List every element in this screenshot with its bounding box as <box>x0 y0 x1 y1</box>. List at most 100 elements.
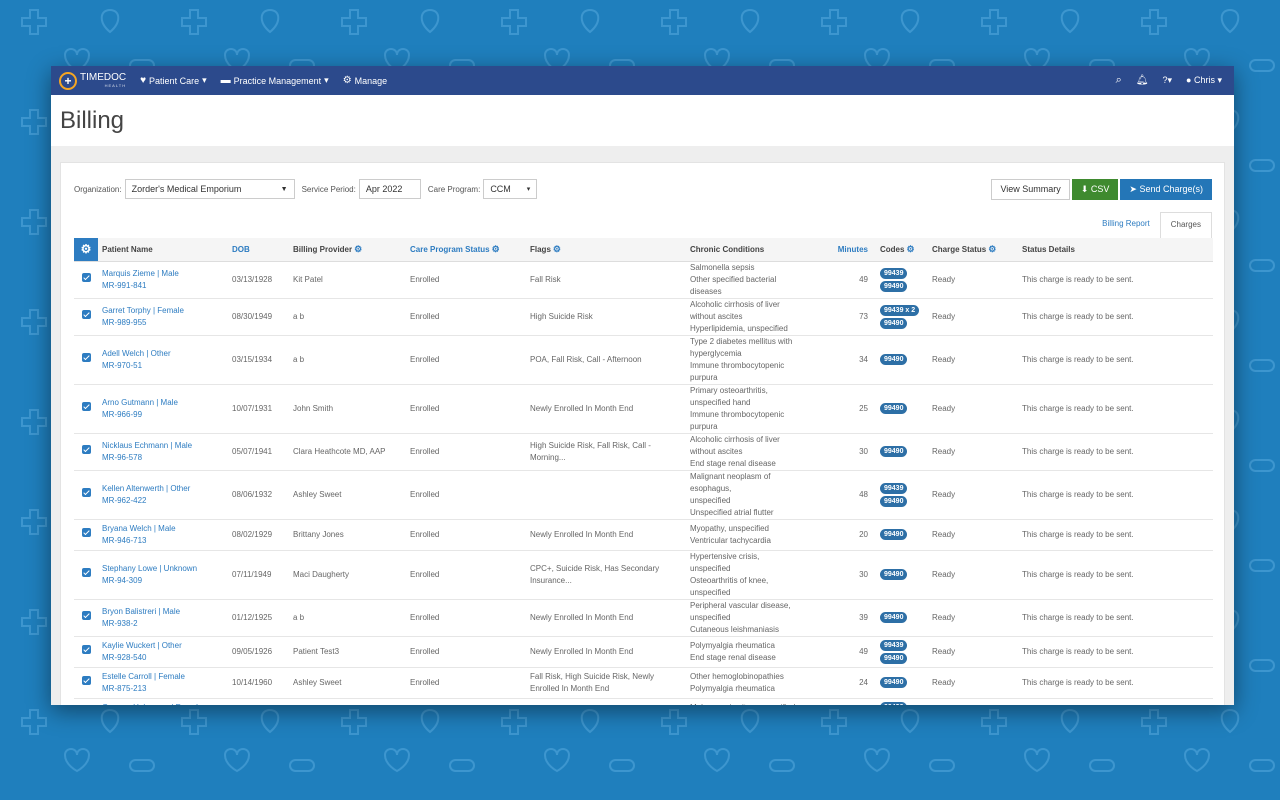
gear-icon[interactable]: ⚙ <box>354 243 363 254</box>
chevron-down-icon: ▾ <box>324 75 329 85</box>
charge-status-cell: Ready <box>928 636 1018 668</box>
csv-button[interactable]: ⬇ CSV <box>1071 178 1119 200</box>
patient-name-link[interactable]: Kellen Altenwerth | Other <box>102 483 191 493</box>
search-icon[interactable]: ⌕ <box>1115 74 1122 86</box>
patient-name-link[interactable]: Marquis Zieme | Male <box>102 268 179 278</box>
col-status-details[interactable]: Status Details <box>1018 238 1213 262</box>
bell-icon[interactable]: 🔔︎ <box>1135 75 1149 86</box>
condition-item: Myopathy, unspecified <box>690 523 770 533</box>
patient-name-link[interactable]: Estelle Carroll | Female <box>102 671 185 681</box>
chronic-conditions-cell: Myopathy, unspecified Ventricular tachyca… <box>686 519 806 551</box>
mr-number[interactable]: MR-989-955 <box>102 317 147 327</box>
nav-practice-management[interactable]: ▬ Practice Management ▾ <box>221 75 329 86</box>
tab-charges[interactable]: Charges <box>1159 212 1212 239</box>
view-summary-label: View Summary <box>1000 184 1061 194</box>
organization-select[interactable]: Zorder's Medical Emporium ▼ <box>124 179 295 199</box>
table-row[interactable]: Adell Welch | Other MR-970-51 03/15/1934 a … <box>74 335 1213 385</box>
mr-number[interactable]: MR-96-578 <box>102 452 143 462</box>
patient-name-link[interactable]: Nicklaus Echmann | Male <box>102 440 193 450</box>
table-row[interactable]: Stephany Lowe | Unknown MR-94-309 07/11/19… <box>74 550 1213 600</box>
gear-icon[interactable]: ⚙ <box>906 243 915 254</box>
mr-number[interactable]: MR-966-99 <box>102 409 143 419</box>
table-row[interactable]: Estelle Carroll | Female MR-875-213 10/14/… <box>74 667 1213 699</box>
col-chronic-conditions[interactable]: Chronic Conditions <box>686 238 806 262</box>
dob-cell: 09/05/1926 <box>228 636 289 668</box>
view-summary-button[interactable]: View Summary <box>991 178 1070 200</box>
charge-status-cell: Ready <box>928 519 1018 551</box>
table-row[interactable]: Marquis Zieme | Male MR-991-841 03/13/1928… <box>74 261 1213 299</box>
patient-name-link[interactable]: Gregory Halvorson | Female <box>102 702 224 706</box>
table-body: Marquis Zieme | Male MR-991-841 03/13/1928… <box>74 261 1213 705</box>
column-settings-button[interactable]: ⚙ <box>74 238 98 262</box>
row-checkbox[interactable] <box>82 645 91 654</box>
codes-cell: 99490 <box>876 433 928 471</box>
col-flags[interactable]: Flags ⚙ <box>526 238 686 262</box>
logo[interactable]: + TIMEDOC HEALTH <box>59 71 126 90</box>
table-row[interactable]: Bryon Balistreri | Male MR-938-2 01/12/192… <box>74 599 1213 637</box>
table-row[interactable]: Arno Gutmann | Male MR-966-99 10/07/1931 Jo… <box>74 384 1213 434</box>
help-icon[interactable]: ?▾ <box>1162 75 1172 85</box>
mr-number[interactable]: MR-94-309 <box>102 575 143 585</box>
mr-number[interactable]: MR-938-2 <box>102 618 138 628</box>
gear-icon[interactable]: ⚙ <box>552 243 561 254</box>
table-row[interactable]: Kaylie Wuckert | Other MR-928-540 09/05/19… <box>74 636 1213 668</box>
row-checkbox[interactable] <box>82 353 91 362</box>
table-row[interactable]: Kellen Altenwerth | Other MR-962-422 08/06… <box>74 470 1213 520</box>
user-menu[interactable]: ● Chris ▾ <box>1186 75 1222 86</box>
mr-number[interactable]: MR-875-213 <box>102 683 147 693</box>
gear-icon[interactable]: ⚙ <box>491 243 500 254</box>
row-checkbox[interactable] <box>82 402 91 411</box>
col-dob[interactable]: DOB <box>228 238 289 262</box>
col-care-program-status[interactable]: Care Program Status ⚙ <box>406 238 526 262</box>
gear-icon[interactable]: ⚙ <box>988 243 997 254</box>
status-details-cell: This charge is ready to be sent. <box>1018 519 1213 551</box>
send-charges-label: Send Charge(s) <box>1139 184 1203 194</box>
row-checkbox[interactable] <box>82 488 91 497</box>
col-minutes[interactable]: Minutes <box>806 238 876 262</box>
patient-name-link[interactable]: Stephany Lowe | Unknown <box>102 563 198 573</box>
col-billing-provider[interactable]: Billing Provider ⚙ <box>289 238 406 262</box>
table-row[interactable]: Gregory Halvorson | FemaleMR-87-50905/01… <box>74 698 1213 705</box>
nav-patient-care[interactable]: ♥ Patient Care ▾ <box>140 75 207 86</box>
minutes-cell: 34 <box>806 335 876 385</box>
chronic-conditions-cell: Melanoma in situ, unspecifiedRESOLVE CON… <box>686 698 806 705</box>
mr-number[interactable]: MR-962-422 <box>102 495 147 505</box>
service-period-input[interactable]: Apr 2022 <box>358 179 421 199</box>
condition-item: Type 2 diabetes mellitus with <box>690 336 793 346</box>
nav-manage[interactable]: ⚙ Manage <box>343 75 388 86</box>
charge-status-cell: Ready <box>928 470 1018 520</box>
patient-name-link[interactable]: Bryana Welch | Male <box>102 523 176 533</box>
dob-cell: 10/14/1960 <box>228 667 289 699</box>
row-checkbox[interactable] <box>82 611 91 620</box>
mr-number[interactable]: MR-946-713 <box>102 535 147 545</box>
tab-billing-report[interactable]: Billing Report <box>1102 219 1150 228</box>
row-checkbox[interactable] <box>82 273 91 282</box>
mr-number[interactable]: MR-928-540 <box>102 652 147 662</box>
row-checkbox[interactable] <box>82 568 91 577</box>
row-checkbox[interactable] <box>82 528 91 537</box>
patient-name-link[interactable]: Adell Welch | Other <box>102 348 171 358</box>
codes-cell: 99490 <box>876 335 928 385</box>
patient-name-link[interactable]: Bryon Balistreri | Male <box>102 606 181 616</box>
patient-name-link[interactable]: Garret Torphy | Female <box>102 305 184 315</box>
table-row[interactable]: Bryana Welch | Male MR-946-713 08/02/1929 B… <box>74 519 1213 551</box>
patient-name-link[interactable]: Kaylie Wuckert | Other <box>102 640 182 650</box>
user-name: Chris <box>1193 75 1215 85</box>
col-patient-name[interactable]: Patient Name <box>98 238 228 262</box>
col-charge-status[interactable]: Charge Status ⚙ <box>928 238 1018 262</box>
care-program-status-cell: Enrolled <box>406 384 526 434</box>
mr-number[interactable]: MR-991-841 <box>102 280 147 290</box>
caret-down-icon: ▼ <box>280 185 288 193</box>
patient-name-link[interactable]: Arno Gutmann | Male <box>102 397 178 407</box>
table-row[interactable]: Nicklaus Echmann | Male MR-96-578 05/07/19… <box>74 433 1213 471</box>
send-charges-button[interactable]: ➤ Send Charge(s) <box>1120 178 1212 200</box>
row-checkbox[interactable] <box>82 445 91 454</box>
care-program-status-cell: Enrolled <box>406 698 526 705</box>
row-checkbox[interactable] <box>82 310 91 319</box>
row-checkbox[interactable] <box>82 676 91 685</box>
table-row[interactable]: Garret Torphy | Female MR-989-955 08/30/19… <box>74 298 1213 336</box>
code-badge: 99490 <box>880 569 908 580</box>
col-codes[interactable]: Codes ⚙ <box>876 238 928 262</box>
mr-number[interactable]: MR-970-51 <box>102 360 143 370</box>
care-program-select[interactable]: CCM ▾ <box>483 179 538 199</box>
